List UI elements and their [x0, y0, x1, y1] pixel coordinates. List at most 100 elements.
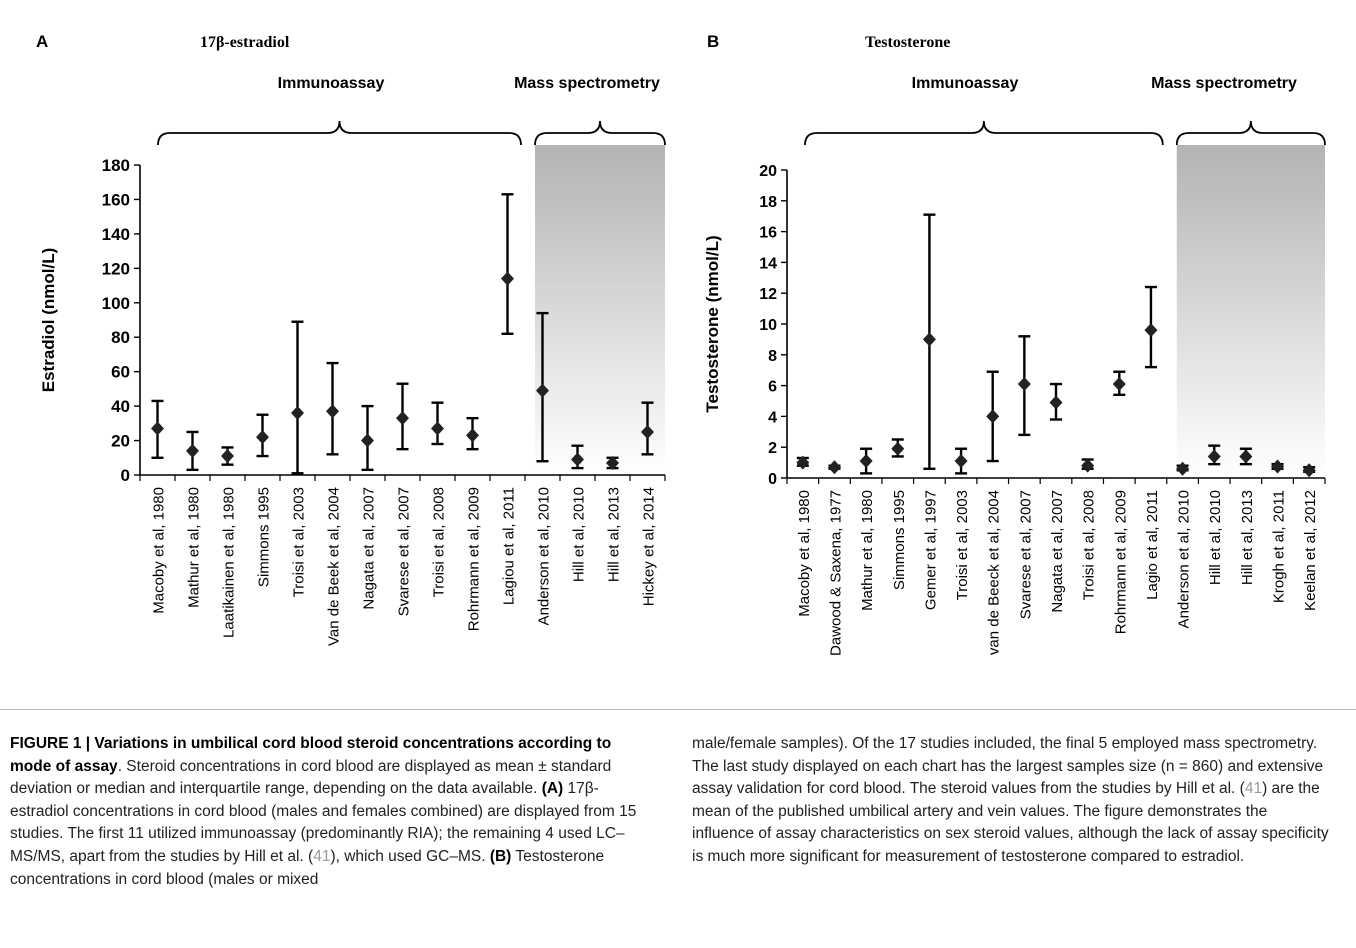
caption-right-text-1: male/female samples). Of the 17 studies … — [692, 735, 1324, 798]
caption-a-text-2: ), which used GC–MS. — [330, 847, 490, 865]
panel-a-immunoassay-label: Immunoassay — [278, 75, 385, 92]
y-tick-label: 18 — [759, 194, 777, 211]
data-point — [1017, 377, 1031, 392]
data-point — [361, 433, 374, 448]
data-point — [151, 421, 164, 436]
caption-intro: . Steroid concentrations in cord blood a… — [10, 757, 612, 798]
data-point — [891, 441, 905, 456]
x-category-label: Van de Beek et al, 2004 — [326, 487, 343, 646]
figure-caption: FIGURE 1 | Variations in umbilical cord … — [0, 709, 1356, 948]
mass-spec-brace — [534, 120, 666, 146]
data-point — [326, 404, 339, 419]
y-tick-label: 12 — [759, 286, 777, 303]
x-category-label: Anderson et al, 2010 — [1176, 490, 1193, 628]
data-point — [431, 421, 444, 436]
data-point — [1049, 395, 1063, 410]
data-point — [1081, 458, 1095, 473]
x-category-label: Mathur et al, 1980 — [859, 490, 876, 611]
panel-b-mass-spec-label: Mass spectrometry — [1151, 75, 1297, 92]
immunoassay-brace — [157, 120, 522, 146]
y-axis-title: Estradiol (nmol/L) — [39, 248, 58, 393]
data-point — [1144, 323, 1158, 338]
x-category-label: Svarese et al, 2007 — [1017, 490, 1034, 619]
y-tick-label: 14 — [759, 255, 777, 272]
x-category-label: Macoby et al, 1980 — [151, 487, 168, 614]
x-category-label: Dawood & Saxena, 1977 — [827, 490, 844, 656]
data-point — [536, 383, 549, 398]
y-tick-label: 20 — [111, 432, 130, 451]
x-category-label: Macoby et al, 1980 — [796, 490, 813, 617]
mass-spec-brace — [1175, 120, 1326, 146]
y-tick-label: 100 — [102, 294, 130, 313]
panel-a-letter: A — [36, 32, 48, 51]
x-category-label: Rohrmann et al, 2009 — [466, 487, 483, 631]
x-category-label: Nagata et al, 2007 — [1049, 490, 1066, 613]
caption-b-label: (B) — [489, 847, 512, 865]
x-category-label: Svarese et al, 2007 — [396, 487, 413, 616]
y-tick-label: 16 — [759, 225, 777, 242]
x-category-label: Hill et al, 2010 — [571, 487, 588, 582]
x-category-label: Simmons 1995 — [891, 490, 908, 590]
y-tick-label: 40 — [111, 397, 130, 416]
panel-a-title: 17β-estradiol — [200, 34, 290, 51]
x-category-label: Keelan et al, 2012 — [1302, 490, 1319, 611]
y-tick-label: 0 — [121, 466, 130, 485]
data-point — [221, 449, 234, 464]
y-tick-label: 140 — [102, 225, 130, 244]
caption-reference-link[interactable]: 41 — [313, 847, 331, 865]
caption-reference-link[interactable]: 41 — [1244, 780, 1263, 798]
mass-spec-shaded-region — [1176, 145, 1325, 478]
panel-b-title: Testosterone — [865, 34, 950, 51]
data-point — [859, 454, 873, 469]
figure-canvas: A 17β-estradiol Immunoassay Mass spectro… — [36, 32, 1326, 656]
x-category-label: Hickey et al, 2014 — [641, 487, 658, 606]
y-tick-label: 80 — [111, 328, 130, 347]
y-tick-label: 4 — [768, 409, 777, 426]
x-category-label: Lagio et al, 2011 — [1144, 490, 1161, 600]
caption-a-text-1: 17β-estradiol concentrations in cord blo… — [10, 780, 637, 865]
x-category-label: Gemer et al, 1997 — [922, 490, 939, 610]
data-point — [1176, 461, 1190, 476]
y-tick-label: 6 — [768, 379, 777, 396]
y-tick-label: 8 — [768, 348, 777, 365]
x-category-label: Hill et al, 2010 — [1207, 490, 1224, 585]
data-point — [466, 428, 479, 443]
y-tick-label: 20 — [759, 163, 777, 180]
panel-b-letter: B — [707, 32, 719, 51]
y-tick-label: 160 — [102, 190, 130, 209]
immunoassay-brace — [804, 120, 1164, 146]
x-category-label: Laatikainen et al, 1980 — [221, 487, 238, 638]
caption-left-column: FIGURE 1 | Variations in umbilical cord … — [10, 733, 650, 891]
y-tick-label: 60 — [111, 363, 130, 382]
data-point — [1207, 449, 1221, 464]
x-category-label: Nagata et al, 2007 — [361, 487, 378, 610]
caption-right-column: male/female samples). Of the 17 studies … — [692, 733, 1332, 869]
panel-b-immunoassay-label: Immunoassay — [912, 75, 1019, 92]
caption-a-label: (A) — [541, 780, 564, 798]
data-point — [396, 411, 409, 426]
data-point — [606, 455, 619, 470]
x-category-label: Lagiou et al, 2011 — [501, 487, 518, 605]
data-point — [954, 454, 968, 469]
data-point — [1112, 377, 1126, 392]
data-point — [1302, 463, 1316, 478]
data-point — [571, 452, 584, 467]
x-category-label: Mathur et al, 1980 — [186, 487, 203, 608]
panel-a-mass-spec-label: Mass spectrometry — [514, 75, 660, 92]
caption-right-text-2: ) are the mean of the published umbilica… — [692, 780, 1329, 865]
x-category-label: Troisi et al, 2008 — [431, 487, 448, 597]
x-category-label: Rohrmann et al, 2009 — [1112, 490, 1129, 634]
data-point — [641, 424, 654, 439]
x-category-label: Troisi et al, 2008 — [1081, 490, 1098, 600]
x-category-label: van de Beeck et al, 2004 — [986, 490, 1003, 655]
y-tick-label: 120 — [102, 259, 130, 278]
x-category-label: Troisi et al, 2003 — [291, 487, 308, 597]
caption-b-text: Testosterone concentrations in cord bloo… — [10, 847, 605, 888]
panel-a-chart: 0 20 40 60 80 100 120 140 160 180 Estradiol (nmol/… — [39, 120, 666, 646]
y-tick-label: 2 — [768, 440, 777, 457]
y-tick-label: 0 — [768, 471, 777, 488]
x-category-label: Simmons 1995 — [256, 487, 273, 587]
data-point — [922, 332, 936, 347]
data-point — [986, 409, 1000, 424]
y-tick-label: 180 — [102, 156, 130, 175]
